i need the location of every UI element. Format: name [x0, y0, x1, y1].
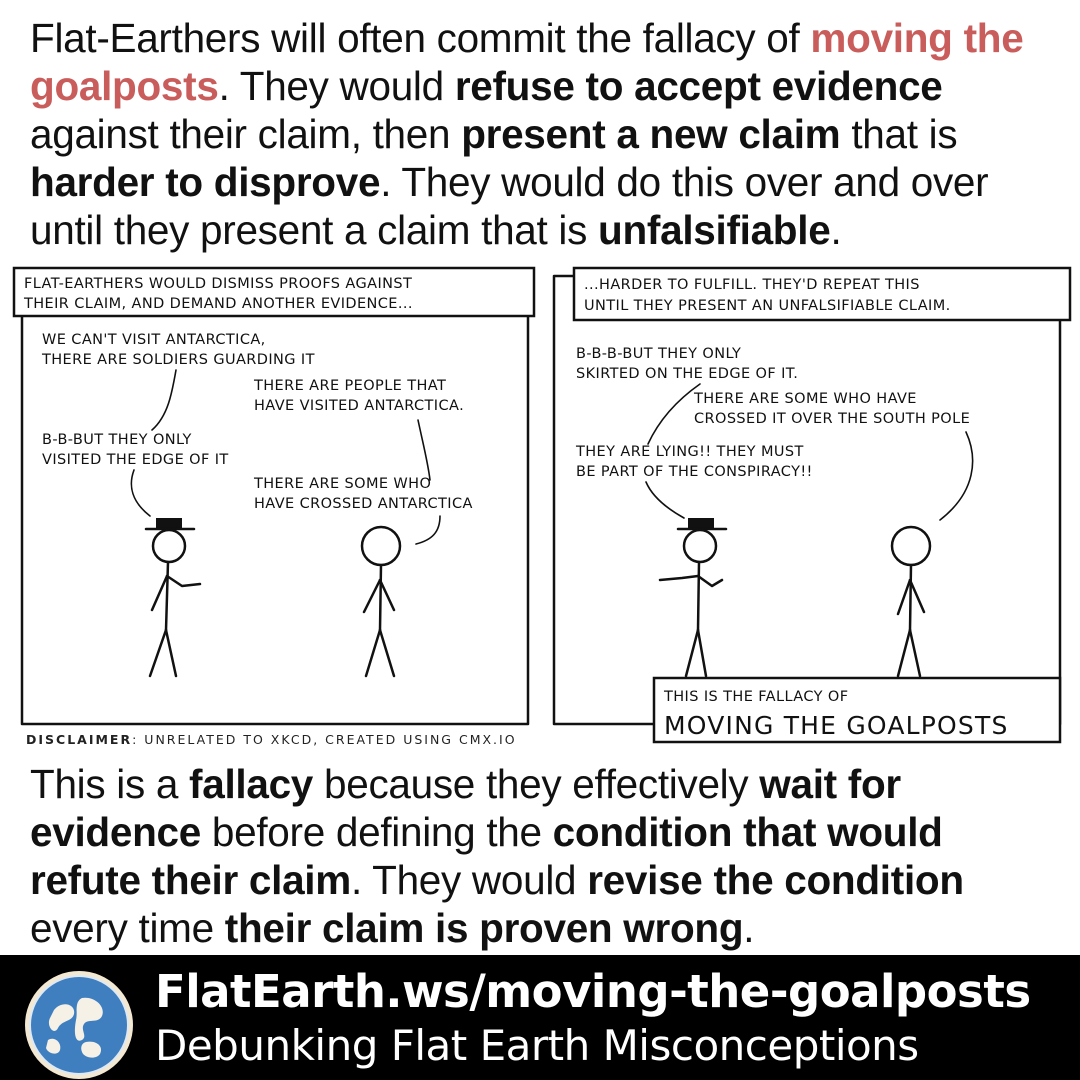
panel-1-tail-3 — [130, 469, 151, 517]
panel-1-speech-1-line-2: THERE ARE SOLDIERS GUARDING IT — [41, 352, 315, 368]
outro-text-3: before defining the — [200, 809, 553, 855]
panel-2-speech-2-line-1: THERE ARE SOME WHO HAVE — [693, 391, 917, 407]
panel-2-speech-2-line-2: CROSSED IT OVER THE SOUTH POLE — [694, 411, 970, 427]
intro-text-1: Flat-Earthers will often commit the fall… — [30, 15, 811, 61]
panel-1-tail-1 — [151, 369, 177, 431]
panel-1-speech-2-line-1: THERE ARE PEOPLE THAT — [253, 378, 446, 394]
footer-bar: FlatEarth.ws/moving-the-goalposts Debunk… — [0, 955, 1080, 1080]
intro-text-2: . They would — [218, 63, 455, 109]
disclaimer: DISCLAIMER: UNRELATED TO XKCD, CREATED U… — [26, 732, 517, 747]
intro-text-4: that is — [840, 111, 958, 157]
panel-1-speech-3-line-1: B-B-BUT THEY ONLY — [42, 432, 192, 448]
debunker-figure-2 — [890, 525, 932, 678]
site-url[interactable]: FlatEarth.ws/moving-the-goalposts — [155, 965, 1031, 1018]
panel-2-speech-1-line-1: B-B-B-BUT THEY ONLY — [576, 346, 741, 362]
outro-bold-3: condition that would refute their claim — [30, 809, 943, 903]
outro-text-1: This is a — [30, 761, 190, 807]
comic-panel-2: ...HARDER TO FULFILL. THEY'D REPEAT THIS… — [552, 266, 1072, 744]
panel-2-caption-box — [572, 266, 1072, 322]
panel-1-caption-line-2: THEIR CLAIM, AND DEMAND ANOTHER EVIDENCE… — [23, 296, 413, 312]
top-hat-icon — [688, 518, 714, 529]
panel-1-speech-4-line-1: THERE ARE SOME WHO — [253, 476, 431, 492]
intro-bold-4: unfalsifiable — [598, 207, 831, 253]
panel-2-caption-line-2: UNTIL THEY PRESENT AN UNFALSIFIABLE CLAI… — [584, 298, 951, 314]
globe-icon — [25, 971, 133, 1079]
site-tagline: Debunking Flat Earth Misconceptions — [155, 1021, 919, 1070]
panel-1-speech-2-line-2: HAVE VISITED ANTARCTICA. — [254, 398, 464, 414]
panel-1-tail-2 — [417, 419, 431, 481]
panel-2-speech-1-line-2: SKIRTED ON THE EDGE OF IT. — [576, 366, 798, 382]
intro-text-5: . They would do this over and over until… — [30, 159, 989, 253]
disclaimer-text: : UNRELATED TO XKCD, CREATED USING CMX.I… — [132, 732, 517, 747]
panel-2-tail-3 — [645, 481, 685, 519]
panel-2-caption-line-1: ...HARDER TO FULFILL. THEY'D REPEAT THIS — [584, 277, 920, 293]
panel-2-border — [552, 274, 1062, 726]
panel-1-caption-box — [12, 266, 536, 318]
flat-earther-figure-1 — [144, 518, 202, 678]
panel-1-speech-1-line-1: WE CAN'T VISIT ANTARCTICA, — [42, 332, 266, 348]
panel-2-speech-3-line-2: BE PART OF THE CONSPIRACY!! — [576, 464, 813, 480]
disclaimer-label: DISCLAIMER — [26, 732, 133, 747]
outro-text-5: every time — [30, 905, 225, 951]
intro-bold-2: present a new claim — [461, 111, 841, 157]
intro-text-6: . — [830, 207, 842, 253]
outro-text-2: because they effectively — [313, 761, 760, 807]
comic-panel-1: FLAT-EARTHERS WOULD DISMISS PROOFS AGAIN… — [12, 266, 536, 726]
fallacy-label-box — [652, 676, 1062, 744]
debunker-figure-1 — [360, 525, 402, 678]
comic-strip: FLAT-EARTHERS WOULD DISMISS PROOFS AGAIN… — [12, 266, 1072, 744]
intro-accent-phrase: moving the goalposts — [30, 15, 1024, 109]
panel-2-tail-2 — [939, 431, 974, 521]
panel-1-caption-line-1: FLAT-EARTHERS WOULD DISMISS PROOFS AGAIN… — [24, 276, 412, 292]
outro-bold-2: wait for evidence — [30, 761, 901, 855]
intro-bold-3: harder to disprove — [30, 159, 381, 205]
panel-2-speech-3-line-1: THEY ARE LYING!! THEY MUST — [575, 444, 804, 460]
outro-text-4: . They would — [350, 857, 588, 903]
panel-2-tail-1 — [647, 383, 701, 445]
panel-1-tail-4 — [415, 515, 441, 545]
outro-bold-5: their claim is proven wrong — [224, 905, 744, 951]
fallacy-label-big: MOVING THE GOALPOSTS — [664, 711, 1009, 740]
outro-bold-4: revise the condition — [587, 857, 964, 903]
top-hat-icon — [156, 518, 182, 529]
flat-earther-figure-2 — [658, 518, 728, 678]
panel-1-speech-4-line-2: HAVE CROSSED ANTARCTICA — [254, 496, 473, 512]
panel-1-speech-3-line-2: VISITED THE EDGE OF IT — [42, 452, 229, 468]
outro-paragraph: This is a fallacy because they effective… — [30, 760, 1060, 952]
outro-bold-1: fallacy — [189, 761, 314, 807]
fallacy-label-small: THIS IS THE FALLACY OF — [663, 689, 848, 705]
intro-paragraph: Flat-Earthers will often commit the fall… — [30, 14, 1060, 254]
intro-text-3: against their claim, then — [30, 111, 462, 157]
outro-text-6: . — [743, 905, 755, 951]
intro-bold-1: refuse to accept evidence — [454, 63, 943, 109]
